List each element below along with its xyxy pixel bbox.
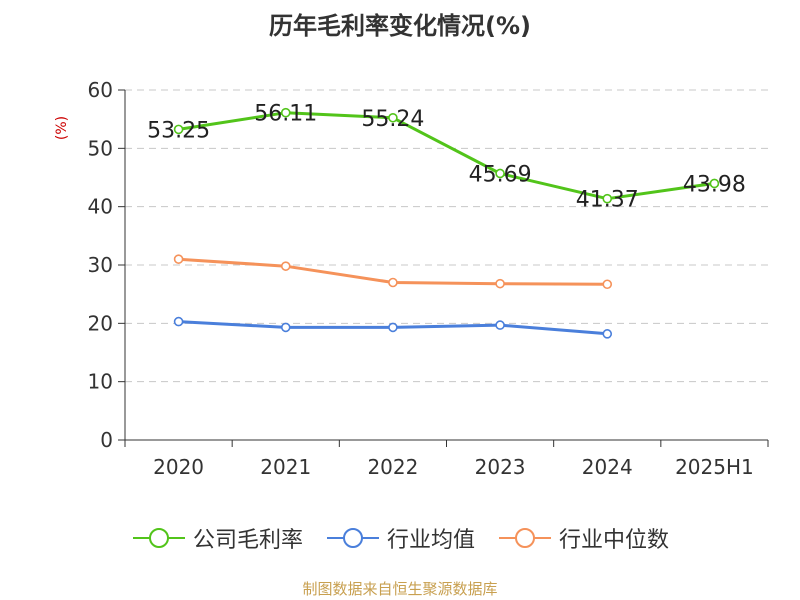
data-point <box>388 277 398 288</box>
legend-marker-icon <box>326 528 379 548</box>
y-tick-label: 20 <box>88 311 113 335</box>
series-2 <box>173 316 613 339</box>
series-1: 53.25 56.11 55.24 45.69 41.37 43.98 <box>147 102 746 213</box>
series-line <box>178 111 715 201</box>
data-point <box>280 107 291 118</box>
data-point <box>173 316 184 327</box>
grid-lines <box>125 89 768 383</box>
y-tick-label: 60 <box>88 78 113 102</box>
data-point <box>280 322 291 333</box>
legend-item[interactable]: 行业均值 <box>325 522 475 554</box>
data-label: 45.69 <box>469 162 532 187</box>
y-tick-label: 50 <box>88 136 113 160</box>
x-tick-label: 2022 <box>367 455 418 479</box>
data-point <box>602 193 613 204</box>
y-axis-label: (%) <box>54 116 70 140</box>
legend-label: 公司毛利率 <box>192 528 303 553</box>
data-point <box>495 278 505 289</box>
chart-title: 历年毛利率变化情况(%) <box>269 12 531 40</box>
legend-item[interactable]: 行业中位数 <box>497 522 669 554</box>
y-tick-label: 10 <box>88 370 113 394</box>
data-point <box>388 322 398 333</box>
x-tick-label: 2024 <box>582 455 633 479</box>
legend-label: 行业均值 <box>386 528 475 553</box>
data-point <box>602 329 613 339</box>
data-label: 43.98 <box>683 172 746 197</box>
legend: 公司毛利率 行业均值 行业中位数 <box>0 520 800 556</box>
source-note: 制图数据来自恒生聚源数据库 <box>302 580 498 598</box>
data-label: 53.25 <box>147 118 210 143</box>
axes: 0 10 20 30 40 50 60 2020 2021 2022 2023 2024 2025H1 <box>88 78 769 479</box>
y-tick-label: 0 <box>100 428 113 452</box>
data-point <box>173 124 184 135</box>
data-label: 41.37 <box>576 188 639 213</box>
x-tick-label: 2025H1 <box>675 455 754 479</box>
x-tick-label: 2020 <box>153 455 204 479</box>
series-layer: 53.25 56.11 55.24 45.69 41.37 43.98 <box>147 102 746 339</box>
y-tick-label: 30 <box>88 253 113 277</box>
legend-marker-icon <box>132 528 185 548</box>
y-tick-label: 40 <box>88 195 113 219</box>
series-3 <box>173 254 613 290</box>
data-point <box>709 178 720 189</box>
legend-item[interactable]: 公司毛利率 <box>131 522 303 554</box>
data-point <box>388 112 398 123</box>
data-point <box>280 261 291 271</box>
data-point <box>495 320 505 330</box>
data-label: 56.11 <box>254 102 317 127</box>
data-point <box>495 168 505 179</box>
legend-marker-icon <box>499 528 551 548</box>
data-point <box>602 279 613 290</box>
data-label: 55.24 <box>361 107 424 132</box>
x-tick-label: 2021 <box>260 455 311 479</box>
x-tick-label: 2023 <box>475 455 526 479</box>
data-point <box>173 254 184 264</box>
legend-label: 行业中位数 <box>559 528 670 553</box>
